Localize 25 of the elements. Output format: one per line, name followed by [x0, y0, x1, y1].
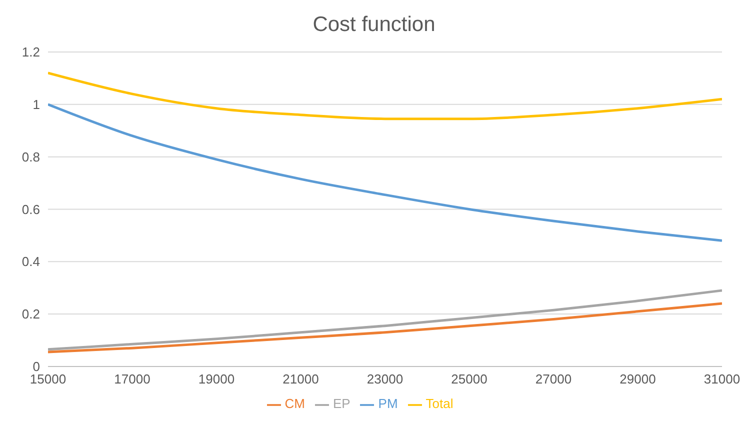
y-tick-label: 0 — [32, 359, 40, 374]
legend-label: PM — [378, 396, 398, 412]
legend-label: CM — [284, 396, 305, 412]
legend-label: Total — [426, 396, 454, 412]
x-tick-label: 21000 — [282, 372, 319, 387]
y-tick-label: 0.2 — [22, 306, 40, 322]
legend-label: EP — [332, 396, 350, 412]
line-series — [48, 103, 722, 242]
x-tick-label: 17000 — [114, 372, 150, 387]
x-tick-label: 15000 — [30, 372, 66, 387]
x-tick-label: 23000 — [366, 372, 404, 387]
x-tick-label: 25000 — [451, 372, 488, 387]
x-tick-label: 29000 — [620, 372, 656, 387]
y-tick-label: 0.4 — [22, 254, 40, 270]
x-tick-label: 31000 — [704, 372, 740, 387]
x-tick-label: 27000 — [535, 372, 572, 387]
chart-title: Cost function — [312, 12, 436, 38]
y-tick-label: 0.6 — [22, 202, 40, 217]
line-series — [48, 289, 722, 351]
line-series — [48, 72, 722, 120]
y-tick-label: 1.2 — [22, 44, 40, 60]
x-tick-label: 19000 — [198, 372, 235, 387]
line-series — [48, 302, 722, 354]
y-tick-label: 1 — [32, 97, 40, 112]
y-tick-label: 0.8 — [22, 149, 40, 164]
